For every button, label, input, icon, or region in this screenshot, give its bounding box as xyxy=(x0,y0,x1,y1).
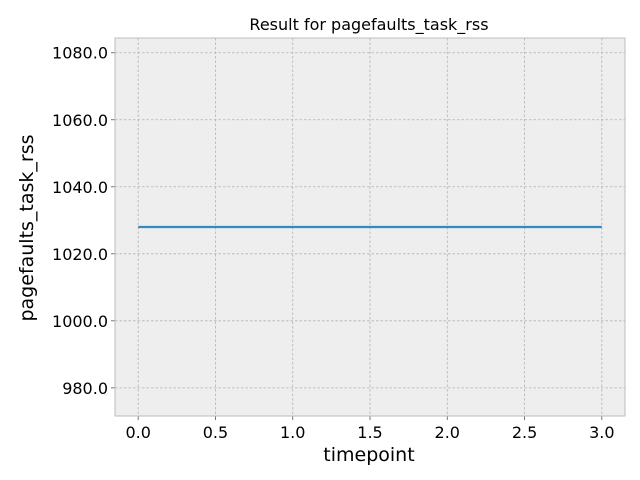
x-tick-label: 3.0 xyxy=(589,423,614,442)
x-tick-label: 0.0 xyxy=(125,423,150,442)
y-tick-label: 980.0 xyxy=(62,379,108,398)
x-tick-label: 1.5 xyxy=(357,423,382,442)
plot-frame xyxy=(114,37,626,417)
y-axis-ticks: 980.0 1000.0 1020.0 1040.0 1060.0 1080.0 xyxy=(52,44,115,398)
x-tick-label: 0.5 xyxy=(203,423,228,442)
y-tick-label: 1020.0 xyxy=(52,245,108,264)
y-tick-label: 1000.0 xyxy=(52,312,108,331)
y-tick-label: 1060.0 xyxy=(52,111,108,130)
x-axis-ticks: 0.0 0.5 1.0 1.5 2.0 2.5 3.0 xyxy=(125,416,615,442)
x-tick-label: 2.0 xyxy=(435,423,460,442)
x-axis-label: timepoint xyxy=(323,444,414,466)
x-tick-label: 2.5 xyxy=(512,423,537,442)
chart-title: Result for pagefaults_task_rss xyxy=(249,15,488,35)
y-axis-label: pagefaults_task_rss xyxy=(16,134,38,321)
y-tick-label: 1080.0 xyxy=(52,44,108,63)
y-tick-label: 1040.0 xyxy=(52,178,108,197)
x-tick-label: 1.0 xyxy=(280,423,305,442)
